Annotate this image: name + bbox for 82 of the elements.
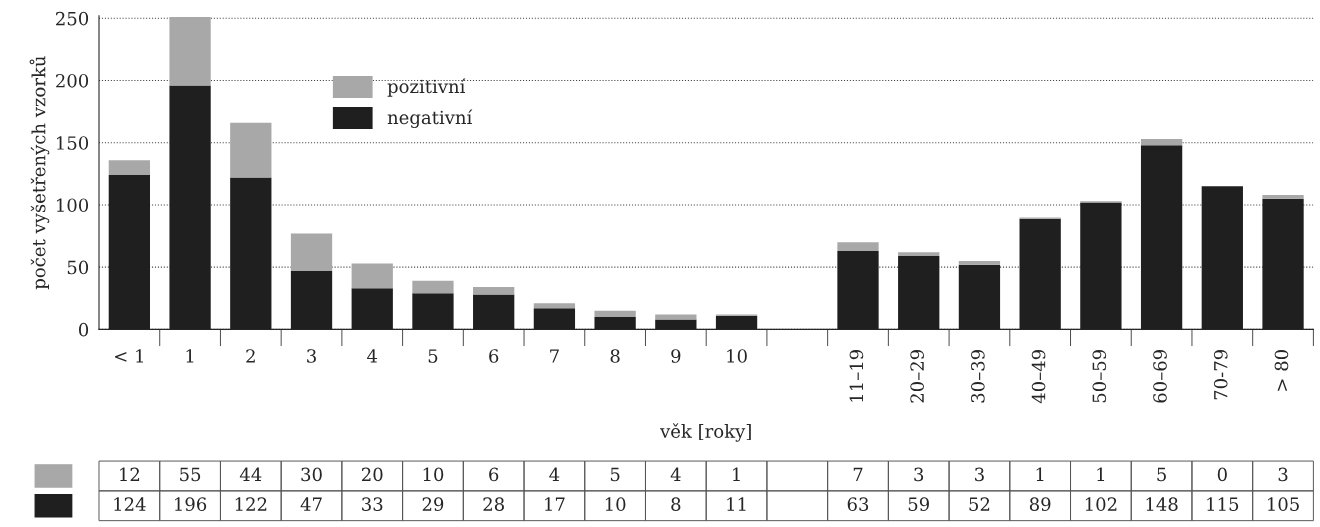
x-tick-label: 9 [671,349,681,363]
x-tick-label: 5 [428,349,438,363]
data-label: 4 [670,467,681,481]
y-tick-label: 50 [67,260,89,275]
x-tick-label: 4 [367,349,378,363]
bar [655,314,697,320]
data-label: 102 [1085,497,1117,511]
bar [594,310,636,317]
bar [290,233,333,271]
y-tick-label: 0 [78,322,89,337]
legend-label: negativní [387,109,473,128]
x-tick-label: 50–59 [1092,350,1107,403]
data-label: 4 [549,467,560,481]
data-label: 7 [853,467,863,481]
data-label: 28 [483,497,504,511]
data-label: 20 [361,467,383,482]
data-label: 33 [362,497,383,511]
x-tick-label: 1 [186,349,194,363]
data-label: 55 [180,467,201,482]
data-label: 3 [914,467,924,482]
data-label: 17 [545,497,565,511]
data-label: 47 [300,497,322,511]
x-tick-label: 10 [727,349,747,363]
y-tick-label: 150 [57,136,89,150]
x-tick-label: 20–29 [910,350,924,403]
x-tick-label: 40–49 [1031,350,1046,404]
data-label: 30 [301,467,322,482]
data-label: 148 [1146,497,1178,511]
y-axis-title: počet vyšetřených vzorků [29,56,50,290]
x-tick-label: > 80 [1274,350,1289,391]
x-tick-label: 70-79 [1213,350,1228,400]
data-label: 3 [975,467,984,482]
x-axis-title: věk [roky] [660,423,751,442]
data-label: 44 [239,467,262,481]
x-tick-label: 7 [550,349,559,363]
data-label: 105 [1268,497,1299,511]
bar [230,122,272,178]
bar [108,160,150,176]
data-label: 115 [1207,497,1239,511]
data-label: 5 [610,467,620,482]
bar [837,242,879,251]
x-tick-label: 30–39 [971,350,985,403]
bar [1262,194,1304,199]
y-tick-label: 100 [57,198,89,213]
x-tick-label: 3 [307,349,316,363]
data-label: 3 [1278,467,1288,482]
data-label: 29 [422,497,444,511]
x-tick-label: < 1 [115,349,143,363]
bar [1140,139,1183,146]
data-label: 52 [969,497,990,511]
bar [898,252,940,256]
bar [473,287,515,295]
data-label: 10 [605,497,626,511]
data-label: 12 [120,467,140,481]
data-label: 63 [847,497,869,511]
data-label: 1 [733,467,740,481]
data-label: 1 [1097,467,1105,481]
x-tick-label: 11–19 [849,350,864,402]
bar [412,280,454,294]
data-label: 89 [1029,497,1051,511]
x-tick-label: 8 [610,349,620,363]
bar [533,303,576,309]
data-label: 1 [1036,467,1044,481]
data-label: 8 [671,497,681,511]
data-label: 122 [235,497,267,511]
data-label: 10 [423,467,444,482]
data-label: 6 [489,467,499,482]
data-label: 5 [1157,467,1166,482]
data-label: 124 [114,497,146,511]
bar [958,260,1001,265]
legend-label: pozitivní [387,78,466,97]
data-label: 0 [1217,467,1227,482]
x-tick-label: 2 [246,349,255,363]
y-tick-label: 250 [56,11,89,26]
bar [351,263,393,289]
data-label: 59 [908,497,929,511]
bar [169,17,211,86]
data-label: 196 [175,497,207,511]
x-tick-label: 60–69 [1153,350,1167,403]
y-tick-label: 200 [56,73,89,88]
x-tick-label: 6 [489,349,499,363]
data-label: 11 [727,497,746,511]
